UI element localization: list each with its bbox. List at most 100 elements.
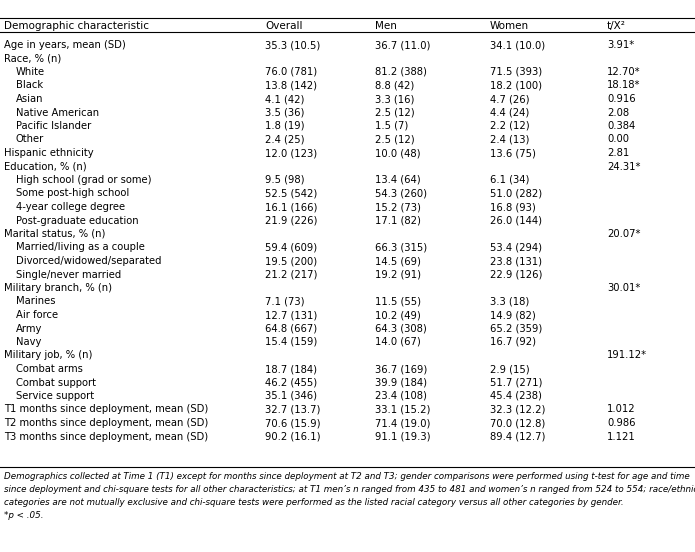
Text: 15.4 (159): 15.4 (159) — [265, 337, 317, 347]
Text: 36.7 (11.0): 36.7 (11.0) — [375, 40, 430, 50]
Text: 191.12*: 191.12* — [607, 351, 647, 360]
Text: 2.08: 2.08 — [607, 108, 629, 118]
Text: 70.6 (15.9): 70.6 (15.9) — [265, 418, 320, 428]
Text: since deployment and chi-square tests for all other characteristics; at T1 men’s: since deployment and chi-square tests fo… — [4, 485, 695, 494]
Text: 64.8 (667): 64.8 (667) — [265, 323, 317, 333]
Text: Pacific Islander: Pacific Islander — [16, 121, 91, 131]
Text: Navy: Navy — [16, 337, 42, 347]
Text: 18.7 (184): 18.7 (184) — [265, 364, 317, 374]
Text: 14.0 (67): 14.0 (67) — [375, 337, 420, 347]
Text: 23.8 (131): 23.8 (131) — [490, 256, 542, 266]
Text: 76.0 (781): 76.0 (781) — [265, 67, 317, 77]
Text: 12.0 (123): 12.0 (123) — [265, 148, 317, 158]
Text: 91.1 (19.3): 91.1 (19.3) — [375, 432, 430, 442]
Text: 2.5 (12): 2.5 (12) — [375, 135, 415, 145]
Text: T3 months since deployment, mean (SD): T3 months since deployment, mean (SD) — [4, 432, 208, 442]
Text: 7.1 (73): 7.1 (73) — [265, 296, 304, 306]
Text: 8.8 (42): 8.8 (42) — [375, 81, 414, 91]
Text: Some post-high school: Some post-high school — [16, 188, 129, 199]
Text: 1.012: 1.012 — [607, 405, 636, 415]
Text: 81.2 (388): 81.2 (388) — [375, 67, 427, 77]
Text: Marital status, % (n): Marital status, % (n) — [4, 229, 106, 239]
Text: 4.7 (26): 4.7 (26) — [490, 94, 530, 104]
Text: Post-graduate education: Post-graduate education — [16, 215, 138, 226]
Text: 3.3 (16): 3.3 (16) — [375, 94, 414, 104]
Text: 65.2 (359): 65.2 (359) — [490, 323, 542, 333]
Text: 0.986: 0.986 — [607, 418, 635, 428]
Text: T1 months since deployment, mean (SD): T1 months since deployment, mean (SD) — [4, 405, 208, 415]
Text: 26.0 (144): 26.0 (144) — [490, 215, 542, 226]
Text: 39.9 (184): 39.9 (184) — [375, 378, 427, 388]
Text: categories are not mutually exclusive and chi-square tests were performed as the: categories are not mutually exclusive an… — [4, 498, 623, 507]
Text: 14.5 (69): 14.5 (69) — [375, 256, 421, 266]
Text: 3.91*: 3.91* — [607, 40, 635, 50]
Text: 13.4 (64): 13.4 (64) — [375, 175, 420, 185]
Text: 13.8 (142): 13.8 (142) — [265, 81, 317, 91]
Text: 17.1 (82): 17.1 (82) — [375, 215, 421, 226]
Text: Military branch, % (n): Military branch, % (n) — [4, 283, 112, 293]
Text: Air force: Air force — [16, 310, 58, 320]
Text: Combat arms: Combat arms — [16, 364, 83, 374]
Text: 33.1 (15.2): 33.1 (15.2) — [375, 405, 430, 415]
Text: 3.3 (18): 3.3 (18) — [490, 296, 530, 306]
Text: 24.31*: 24.31* — [607, 162, 641, 172]
Text: 45.4 (238): 45.4 (238) — [490, 391, 542, 401]
Text: 2.4 (13): 2.4 (13) — [490, 135, 530, 145]
Text: 23.4 (108): 23.4 (108) — [375, 391, 427, 401]
Text: Army: Army — [16, 323, 42, 333]
Text: 20.07*: 20.07* — [607, 229, 641, 239]
Text: 64.3 (308): 64.3 (308) — [375, 323, 427, 333]
Text: 9.5 (98): 9.5 (98) — [265, 175, 304, 185]
Text: 32.7 (13.7): 32.7 (13.7) — [265, 405, 320, 415]
Text: Women: Women — [490, 21, 529, 31]
Text: White: White — [16, 67, 45, 77]
Text: 10.0 (48): 10.0 (48) — [375, 148, 420, 158]
Text: 16.8 (93): 16.8 (93) — [490, 202, 536, 212]
Text: 18.18*: 18.18* — [607, 81, 641, 91]
Text: 71.4 (19.0): 71.4 (19.0) — [375, 418, 430, 428]
Text: 16.7 (92): 16.7 (92) — [490, 337, 536, 347]
Text: 10.2 (49): 10.2 (49) — [375, 310, 420, 320]
Text: Men: Men — [375, 21, 397, 31]
Text: 21.2 (217): 21.2 (217) — [265, 269, 318, 279]
Text: Overall: Overall — [265, 21, 302, 31]
Text: Other: Other — [16, 135, 44, 145]
Text: *p < .05.: *p < .05. — [4, 511, 44, 520]
Text: Hispanic ethnicity: Hispanic ethnicity — [4, 148, 94, 158]
Text: 6.1 (34): 6.1 (34) — [490, 175, 530, 185]
Text: Married/living as a couple: Married/living as a couple — [16, 242, 145, 252]
Text: 90.2 (16.1): 90.2 (16.1) — [265, 432, 320, 442]
Text: 1.5 (7): 1.5 (7) — [375, 121, 408, 131]
Text: Education, % (n): Education, % (n) — [4, 162, 87, 172]
Text: 0.00: 0.00 — [607, 135, 629, 145]
Text: Race, % (n): Race, % (n) — [4, 54, 61, 63]
Text: 12.70*: 12.70* — [607, 67, 641, 77]
Text: Military job, % (n): Military job, % (n) — [4, 351, 92, 360]
Text: 35.3 (10.5): 35.3 (10.5) — [265, 40, 320, 50]
Text: 15.2 (73): 15.2 (73) — [375, 202, 421, 212]
Text: 2.9 (15): 2.9 (15) — [490, 364, 530, 374]
Text: 52.5 (542): 52.5 (542) — [265, 188, 317, 199]
Text: T2 months since deployment, mean (SD): T2 months since deployment, mean (SD) — [4, 418, 208, 428]
Text: 51.0 (282): 51.0 (282) — [490, 188, 542, 199]
Text: 70.0 (12.8): 70.0 (12.8) — [490, 418, 546, 428]
Text: 1.8 (19): 1.8 (19) — [265, 121, 304, 131]
Text: 51.7 (271): 51.7 (271) — [490, 378, 542, 388]
Text: Divorced/widowed/separated: Divorced/widowed/separated — [16, 256, 161, 266]
Text: 19.2 (91): 19.2 (91) — [375, 269, 421, 279]
Text: Asian: Asian — [16, 94, 44, 104]
Text: 22.9 (126): 22.9 (126) — [490, 269, 542, 279]
Text: 4.1 (42): 4.1 (42) — [265, 94, 304, 104]
Text: 2.81: 2.81 — [607, 148, 629, 158]
Text: Demographic characteristic: Demographic characteristic — [4, 21, 149, 31]
Text: 13.6 (75): 13.6 (75) — [490, 148, 536, 158]
Text: 4-year college degree: 4-year college degree — [16, 202, 125, 212]
Text: Demographics collected at Time 1 (T1) except for months since deployment at T2 a: Demographics collected at Time 1 (T1) ex… — [4, 472, 689, 481]
Text: 3.5 (36): 3.5 (36) — [265, 108, 304, 118]
Text: 66.3 (315): 66.3 (315) — [375, 242, 427, 252]
Text: 59.4 (609): 59.4 (609) — [265, 242, 317, 252]
Text: 46.2 (455): 46.2 (455) — [265, 378, 317, 388]
Text: 21.9 (226): 21.9 (226) — [265, 215, 318, 226]
Text: 12.7 (131): 12.7 (131) — [265, 310, 317, 320]
Text: Age in years, mean (SD): Age in years, mean (SD) — [4, 40, 126, 50]
